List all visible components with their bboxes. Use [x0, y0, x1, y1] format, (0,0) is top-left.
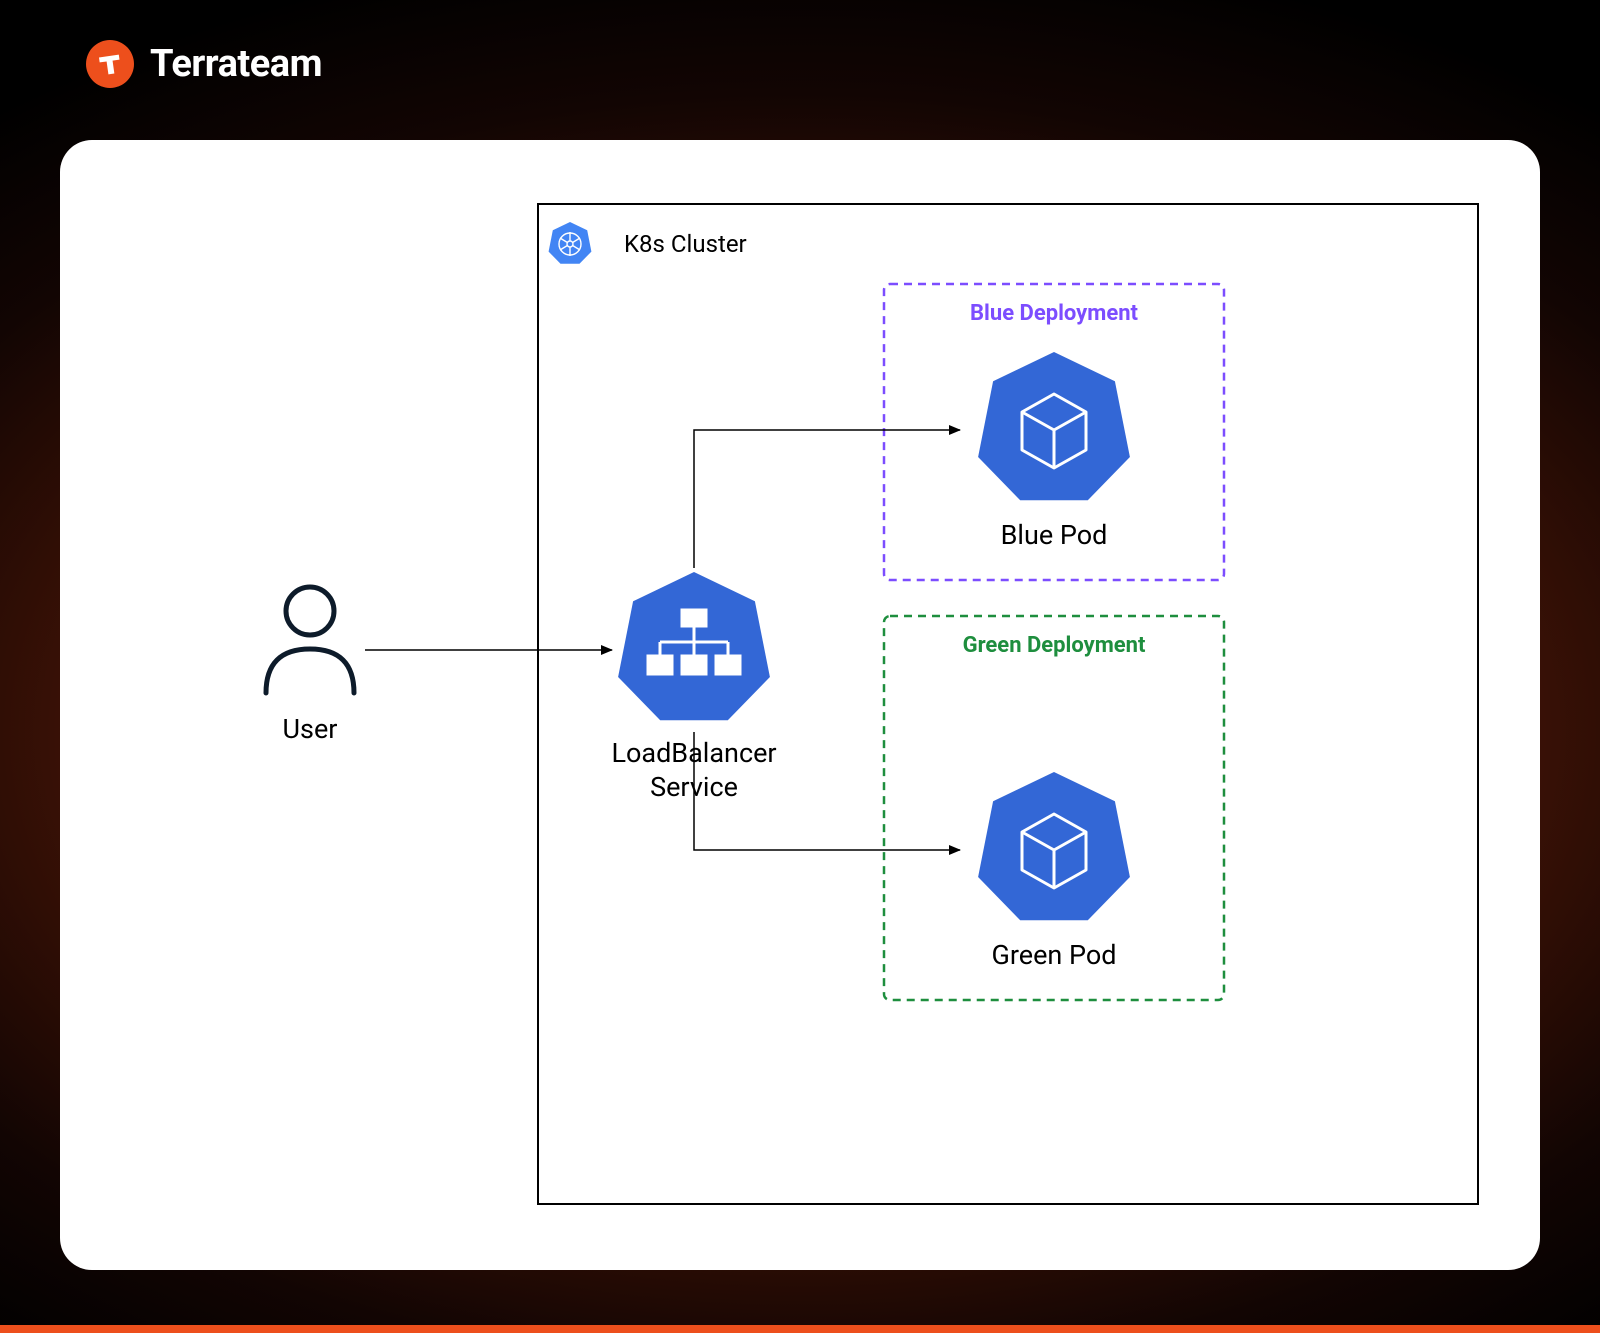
diagram-card: K8s Cluster Blue Deployment Green Deploy…	[60, 140, 1540, 1270]
green-deployment-label: Green Deployment	[963, 633, 1146, 658]
architecture-diagram: K8s Cluster Blue Deployment Green Deploy…	[60, 140, 1540, 1270]
edge-lb-to-blue	[694, 430, 960, 568]
blue-pod-icon	[978, 352, 1130, 500]
brand-header: Terrateam	[86, 40, 322, 88]
loadbalancer-icon	[618, 572, 770, 720]
blue-pod-label: Blue Pod	[1001, 519, 1108, 551]
green-pod-icon	[978, 772, 1130, 920]
brand-name: Terrateam	[150, 42, 322, 86]
kubernetes-icon	[549, 222, 592, 264]
blue-deployment-label: Blue Deployment	[970, 301, 1139, 326]
k8s-cluster-label: K8s Cluster	[624, 230, 747, 258]
user-icon	[266, 587, 354, 693]
green-pod-label: Green Pod	[991, 939, 1116, 971]
brand-logo-icon	[86, 40, 134, 88]
bottom-accent-bar	[0, 1325, 1600, 1333]
user-label: User	[283, 713, 338, 745]
